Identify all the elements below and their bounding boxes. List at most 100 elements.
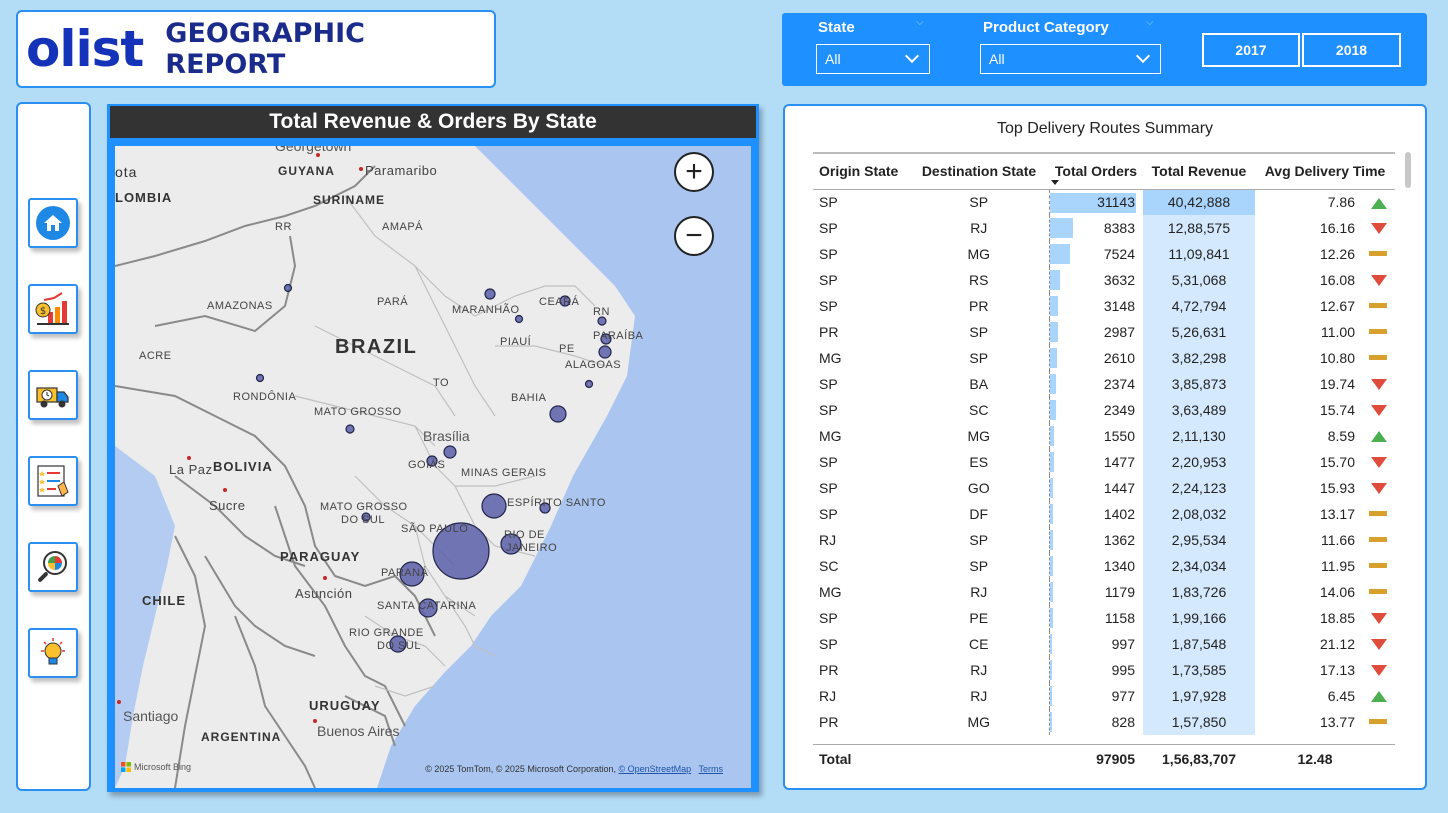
- total-revenue-cell: 2,34,034: [1143, 553, 1255, 579]
- map-label: PARAÍBA: [593, 330, 644, 342]
- map-label: MATO GROSSO: [314, 406, 402, 418]
- trend-flat-icon: [1369, 329, 1387, 334]
- table-row[interactable]: RJ RJ 977 1,97,928 6.45: [813, 683, 1395, 709]
- total-revenue-cell: 3,82,298: [1143, 345, 1255, 371]
- table-total-row: Total 97905 1,56,83,707 12.48: [813, 744, 1395, 772]
- total-orders-cell: 2349: [1048, 397, 1143, 423]
- total-revenue-cell: 2,08,032: [1143, 501, 1255, 527]
- nav-home-button[interactable]: [28, 198, 78, 248]
- chevron-down-icon[interactable]: ⌵: [1146, 17, 1154, 28]
- year-2017-button[interactable]: 2017: [1202, 33, 1300, 67]
- zoom-in-button[interactable]: +: [674, 152, 714, 192]
- nav-insights-button[interactable]: [28, 628, 78, 678]
- orders-value: 1158: [1104, 610, 1135, 626]
- orders-data-bar: [1049, 608, 1053, 628]
- map-label: Asunción: [295, 586, 353, 601]
- table-row[interactable]: SP ES 1477 2,20,953 15.70: [813, 449, 1395, 475]
- table-row[interactable]: SP GO 1447 2,24,123 15.93: [813, 475, 1395, 501]
- orders-data-bar: [1049, 244, 1071, 264]
- origin-state-cell: SP: [819, 220, 838, 236]
- column-header-orders-label: Total Orders: [1054, 163, 1138, 180]
- table-row[interactable]: SP MG 7524 11,09,841 12.26: [813, 241, 1395, 267]
- orders-data-bar: [1049, 712, 1052, 732]
- table-row[interactable]: MG SP 2610 3,82,298 10.80: [813, 345, 1395, 371]
- column-header-orders[interactable]: Total Orders: [1049, 152, 1143, 190]
- map-label: DO SUL: [377, 640, 421, 652]
- table-row[interactable]: SC SP 1340 2,34,034 11.95: [813, 553, 1395, 579]
- nav-revenue-button[interactable]: $: [28, 284, 78, 334]
- nav-analytics-button[interactable]: [28, 542, 78, 592]
- map-label: RR: [275, 221, 292, 233]
- bubble-es: [539, 502, 551, 514]
- olist-logo: olist: [26, 20, 144, 78]
- table-row[interactable]: SP RS 3632 5,31,068 16.08: [813, 267, 1395, 293]
- delivery-time-cell: 12.26: [1255, 241, 1395, 267]
- filter-bar: State ⌵ All Product Category ⌵ All 2017 …: [782, 13, 1427, 86]
- table-row[interactable]: SP SC 2349 3,63,489 15.74: [813, 397, 1395, 423]
- state-dropdown[interactable]: All: [816, 44, 930, 74]
- bubble-df: [443, 445, 457, 459]
- table-row[interactable]: SP SP 31143 40,42,888 7.86: [813, 189, 1395, 215]
- map-label: SANTA CATARINA: [377, 600, 477, 612]
- trend-down-icon: [1371, 275, 1387, 286]
- table-row[interactable]: SP BA 2374 3,85,873 19.74: [813, 371, 1395, 397]
- map-canvas[interactable]: Georgetown Paramaribo GUYANA ota LOMBIA …: [115, 146, 751, 788]
- delivery-time-value: 15.70: [1319, 454, 1355, 470]
- table-row[interactable]: MG MG 1550 2,11,130 8.59: [813, 423, 1395, 449]
- nav-delivery-button[interactable]: [28, 370, 78, 420]
- destination-state-cell: PE: [969, 610, 989, 626]
- total-revenue-cell: 40,42,888: [1143, 189, 1255, 215]
- total-delivery-time: 12.48: [1297, 750, 1333, 767]
- table-row[interactable]: SP CE 997 1,87,548 21.12: [813, 631, 1395, 657]
- table-row[interactable]: SP RJ 8383 12,88,575 16.16: [813, 215, 1395, 241]
- table-row[interactable]: PR SP 2987 5,26,631 11.00: [813, 319, 1395, 345]
- destination-state-cell: MG: [967, 428, 991, 444]
- map-label: GOIÁS: [408, 459, 446, 471]
- total-revenue-cell: 1,73,585: [1143, 657, 1255, 683]
- total-orders-cell: 7524: [1048, 241, 1143, 267]
- table-row[interactable]: RJ SP 1362 2,95,534 11.66: [813, 527, 1395, 553]
- nav-reviews-button[interactable]: [28, 456, 78, 506]
- destination-state-cell: MG: [967, 246, 991, 262]
- orders-value: 1179: [1104, 584, 1135, 600]
- table-row[interactable]: MG RJ 1179 1,83,726 14.06: [813, 579, 1395, 605]
- orders-data-bar: [1049, 582, 1053, 602]
- terms-link[interactable]: Terms: [698, 764, 724, 774]
- total-revenue-cell: 1,87,548: [1143, 631, 1255, 657]
- table-scrollbar[interactable]: [1405, 152, 1411, 188]
- delivery-truck-icon: [36, 387, 69, 408]
- zoom-out-button[interactable]: −: [674, 216, 714, 256]
- map-label: MARANHÃO: [452, 304, 520, 316]
- map-title: Total Revenue & Orders By State: [110, 106, 756, 138]
- column-header-origin[interactable]: Origin State: [813, 152, 909, 190]
- orders-data-bar: [1049, 504, 1054, 524]
- table-row[interactable]: PR MG 828 1,57,850 13.77: [813, 709, 1395, 735]
- orders-value: 31143: [1097, 194, 1135, 211]
- orders-value: 2374: [1103, 376, 1135, 392]
- destination-state-cell: ES: [969, 454, 989, 470]
- map-label: AMAPÁ: [382, 221, 424, 233]
- total-revenue-cell: 2,95,534: [1143, 527, 1255, 553]
- orders-data-bar: [1049, 374, 1057, 394]
- chevron-down-icon[interactable]: ⌵: [916, 17, 924, 28]
- table-scroll-area[interactable]: Origin State Destination State Total Ord…: [813, 152, 1395, 742]
- column-header-delivery-time[interactable]: Avg Delivery Time: [1255, 152, 1395, 190]
- destination-state-cell: BA: [969, 376, 989, 392]
- bubble-am: [283, 283, 293, 293]
- map-label: CHILE: [142, 593, 186, 608]
- table-row[interactable]: SP DF 1402 2,08,032 13.17: [813, 501, 1395, 527]
- delivery-time-value: 13.17: [1319, 506, 1355, 522]
- table-row[interactable]: PR RJ 995 1,73,585 17.13: [813, 657, 1395, 683]
- table-row[interactable]: SP PR 3148 4,72,794 12.67: [813, 293, 1395, 319]
- table-row[interactable]: SP PE 1158 1,99,166 18.85: [813, 605, 1395, 631]
- delivery-time-value: 13.77: [1319, 714, 1355, 730]
- orders-data-bar: [1049, 192, 1136, 213]
- year-2018-button[interactable]: 2018: [1302, 33, 1401, 67]
- map-label: RN: [593, 306, 610, 318]
- page-title: GEOGRAPHIC REPORT: [165, 18, 365, 80]
- map-label: La Paz: [169, 462, 213, 477]
- column-header-destination[interactable]: Destination State: [909, 152, 1049, 190]
- category-dropdown[interactable]: All: [980, 44, 1161, 74]
- column-header-revenue[interactable]: Total Revenue: [1143, 152, 1255, 190]
- osm-link[interactable]: © OpenStreetMap: [618, 764, 692, 774]
